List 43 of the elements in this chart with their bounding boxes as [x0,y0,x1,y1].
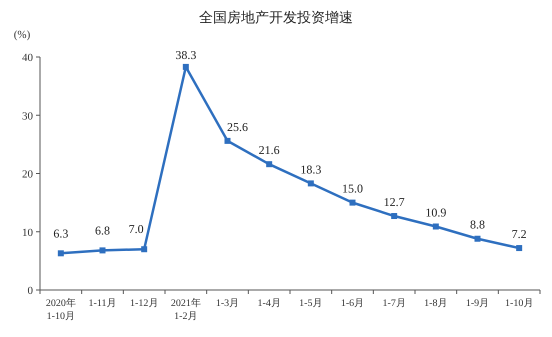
y-tick-label: 40 [22,52,34,64]
point [266,161,272,168]
y-tick-label: 10 [22,226,34,239]
x-tick-label: 1-10月 [504,298,534,309]
x-tick-label: 1-9月 [466,298,490,309]
point [141,246,148,252]
y-tick-label: 20 [22,168,34,180]
x-tick-label: 1-4月 [257,298,281,309]
point [432,224,439,230]
point [224,138,230,144]
point [308,180,314,186]
data-label: 10.9 [425,206,446,220]
point [391,213,398,220]
data-label: 7.0 [128,222,144,236]
point [350,200,356,206]
y-tick-label: 30 [22,110,34,122]
data-label: 7.2 [512,227,527,242]
data-label: 25.6 [227,120,248,134]
y-axis-title: (%) [14,29,31,41]
data-label: 18.3 [300,162,322,176]
data-label: 6.3 [53,226,68,240]
data-label: 38.3 [175,48,196,62]
point [474,236,480,242]
x-tick-label: 1-11月 [88,298,116,309]
x-tick-label: 2021年 1-2月 [170,297,201,322]
x-tick-label: 2020年 1-10月 [46,297,76,322]
point [100,247,106,254]
x-tick-label: 1-8月 [424,298,448,309]
point [58,250,64,256]
x-tick-label: 1-3月 [216,298,240,309]
data-label: 12.7 [384,195,405,210]
data-label: 6.8 [95,223,110,238]
chart-title: 全国房地产开发投资增速 [199,9,353,25]
data-label: 15.0 [342,182,363,196]
point [182,64,189,70]
x-tick-label: 1-6月 [340,298,364,309]
y-tick-label: 0 [28,285,34,297]
x-tick-label: 1-7月 [382,298,406,309]
data-label: 8.8 [470,218,485,232]
data-label: 21.6 [258,143,280,158]
x-tick-label: 1-12月 [130,298,158,309]
point [516,245,522,252]
x-tick-label: 1-5月 [299,298,323,309]
